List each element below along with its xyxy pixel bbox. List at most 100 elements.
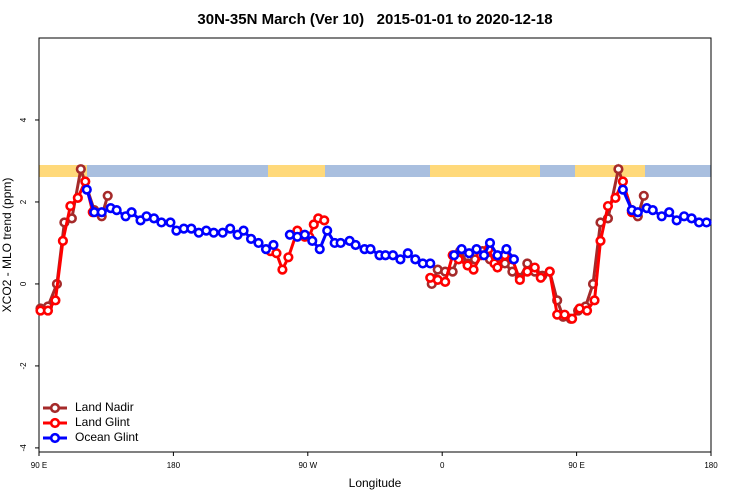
data-point [508, 254, 519, 265]
y-tick-label: 4 [19, 117, 28, 122]
legend-label: Ocean Glint [75, 430, 139, 444]
data-point [484, 237, 496, 249]
data-point [632, 207, 643, 218]
legend-marker [49, 402, 61, 414]
data-point [268, 239, 279, 251]
chart-title: 30N-35N March (Ver 10) 2015-01-01 to 202… [197, 11, 552, 28]
data-point [501, 243, 512, 255]
legend-label: Land Glint [75, 415, 130, 429]
data-point [529, 262, 540, 273]
data-point [225, 223, 236, 234]
data-point [156, 217, 167, 228]
legend-label: Land Nadir [75, 400, 134, 414]
data-point [656, 211, 667, 222]
data-point [492, 250, 503, 261]
data-point [402, 248, 413, 259]
data-point [463, 248, 475, 259]
data-point [387, 250, 399, 261]
data-point [50, 295, 61, 306]
data-point [260, 243, 272, 255]
data-point [96, 207, 107, 218]
legend-marker [49, 432, 61, 444]
data-point [589, 295, 600, 306]
data-point [319, 215, 330, 226]
data-point [277, 264, 288, 275]
data-point [81, 184, 92, 195]
data-point [664, 207, 675, 218]
x-tick-label: 180 [704, 461, 718, 470]
data-point [238, 225, 249, 236]
data-point [65, 200, 76, 212]
data-point [610, 192, 621, 203]
x-tick-label: 90 E [568, 461, 584, 470]
data-point [72, 192, 83, 203]
y-tick-label: -2 [19, 362, 28, 370]
data-point [271, 248, 282, 259]
data-point [57, 235, 68, 247]
data-point [701, 217, 712, 228]
data-point [283, 252, 294, 263]
data-point [535, 272, 546, 283]
data-point [617, 176, 628, 187]
x-axis-label: Longitude [349, 476, 402, 490]
data-point [102, 190, 113, 201]
data-point [686, 213, 697, 224]
x-tick-label: 0 [440, 461, 445, 470]
y-axis-label: XCO2 - MLO trend (ppm) [0, 178, 14, 313]
data-point [322, 225, 333, 236]
data-point [314, 243, 325, 255]
data-point [647, 205, 658, 216]
data-point [567, 313, 578, 324]
data-point [468, 264, 479, 275]
data-point [186, 223, 197, 234]
x-tick-label: 90 W [298, 461, 317, 470]
data-point [335, 237, 346, 249]
data-point [299, 229, 310, 240]
data-point [456, 243, 467, 255]
data-point [425, 258, 436, 269]
data-point [217, 227, 228, 238]
data-point [42, 305, 54, 316]
data-point [544, 266, 555, 277]
data-point [148, 213, 160, 224]
data-point [111, 205, 122, 216]
data-point [471, 243, 482, 255]
data-point [126, 207, 137, 218]
x-tick-label: 90 E [31, 461, 47, 470]
data-point [514, 274, 525, 285]
data-point [208, 227, 219, 238]
data-point [395, 254, 406, 265]
data-point [165, 217, 176, 228]
plot-frame [38, 37, 712, 453]
data-point [617, 184, 628, 195]
data-point [75, 164, 86, 175]
data-point [613, 164, 624, 175]
data-point [410, 254, 421, 265]
data-point [449, 250, 460, 261]
data-point [492, 262, 503, 273]
data-point [307, 235, 318, 247]
data-point [80, 176, 91, 187]
data-point [245, 233, 257, 244]
series-line [40, 176, 634, 321]
legend-marker [49, 417, 61, 429]
data-point [478, 250, 490, 261]
x-tick-label: 180 [167, 461, 181, 470]
data-point [638, 190, 649, 201]
data-point [581, 305, 593, 316]
data-point [602, 200, 614, 212]
data-point [365, 243, 376, 255]
data-point [253, 237, 264, 249]
surface-strip [39, 165, 711, 177]
data-point [350, 239, 361, 251]
data-point [595, 235, 606, 247]
data-point [522, 266, 533, 277]
data-point [559, 309, 570, 320]
y-tick-label: 2 [19, 199, 28, 204]
y-tick-label: -4 [19, 444, 28, 452]
y-tick-label: 0 [19, 281, 28, 286]
data-point [671, 215, 682, 226]
data-point [440, 276, 451, 287]
